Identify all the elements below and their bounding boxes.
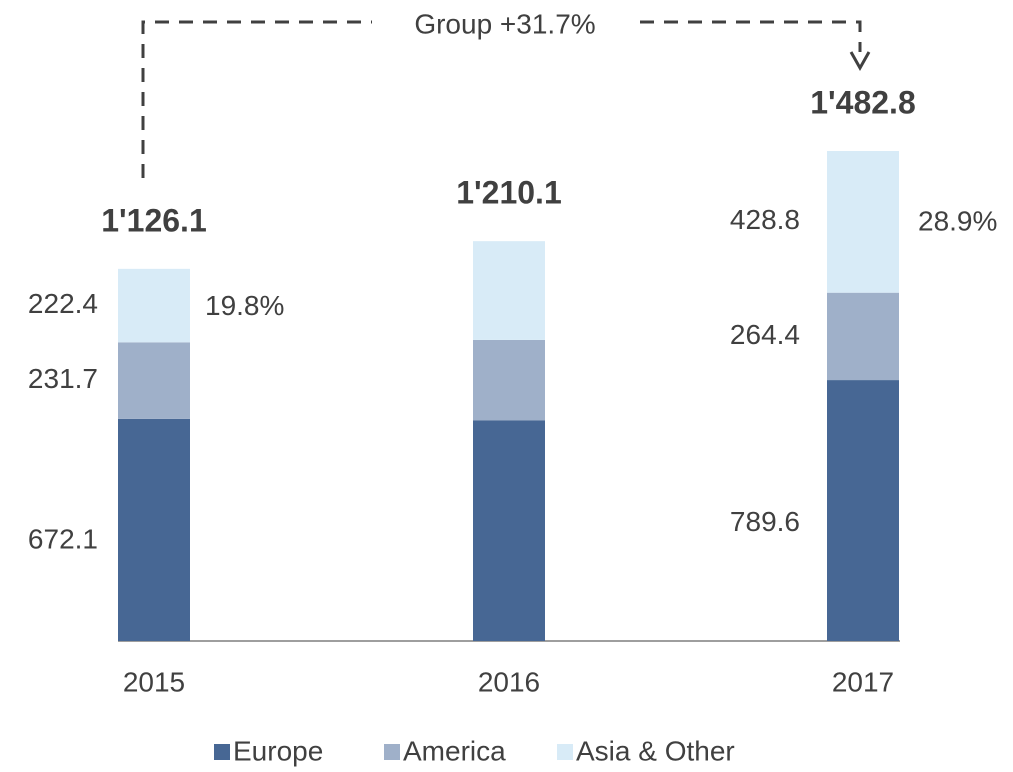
bar-segment: [827, 380, 899, 641]
legend-swatch: [214, 744, 230, 760]
x-tick-label: 2017: [832, 666, 894, 697]
total-label: 1'482.8: [810, 84, 915, 120]
share-label: 19.8%: [205, 290, 284, 321]
bar-segment: [118, 418, 190, 641]
arrow-head: [849, 51, 871, 72]
dashed-line: [141, 20, 372, 178]
value-label: 428.8: [730, 204, 800, 235]
legend-label: America: [403, 735, 506, 766]
bar-segment: [118, 268, 190, 343]
value-label: 789.6: [730, 506, 800, 537]
share-label: 28.9%: [918, 205, 997, 236]
legend-swatch: [557, 744, 573, 760]
legend-label: Asia & Other: [576, 735, 735, 766]
growth-arrow: [141, 20, 862, 178]
bar-segment: [827, 151, 899, 293]
value-label: 264.4: [730, 319, 800, 350]
value-label: 672.1: [28, 523, 98, 554]
bar-segment: [473, 241, 545, 340]
bar-segment: [473, 420, 545, 641]
value-label: 222.4: [28, 288, 98, 319]
legend-swatch: [384, 744, 400, 760]
total-label: 1'126.1: [101, 202, 206, 238]
dashed-line: [640, 20, 862, 52]
value-label: 231.7: [28, 363, 98, 394]
x-tick-label: 2016: [478, 666, 540, 697]
total-label: 1'210.1: [456, 175, 561, 211]
x-tick-label: 2015: [123, 666, 185, 697]
bar-segment: [827, 292, 899, 381]
legend-label: Europe: [233, 735, 323, 766]
bar-segment: [118, 342, 190, 419]
bar-segment: [473, 339, 545, 421]
annotation: Group +31.7%: [414, 8, 595, 39]
